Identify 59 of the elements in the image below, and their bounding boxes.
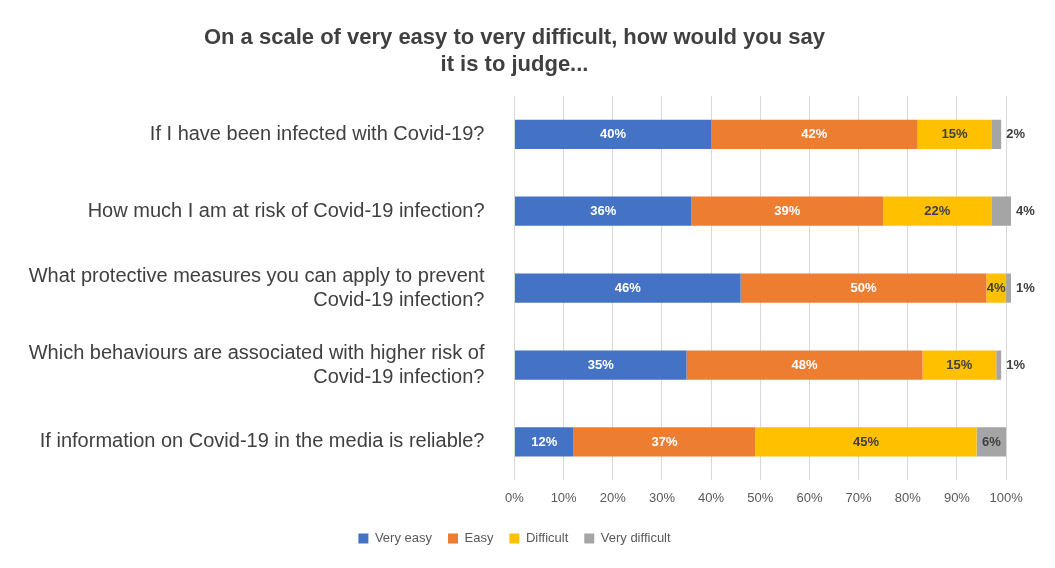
data-label: 1% bbox=[1016, 279, 1036, 295]
bar bbox=[996, 350, 1002, 380]
data-label: 40% bbox=[600, 125, 627, 141]
chart-title: On a scale of very easy to very difficult, how would you say it is to judge... bbox=[203, 24, 826, 76]
y-tick-label: Which behaviours are associated with higher risk of Covid-19 infection? bbox=[28, 340, 485, 387]
bar bbox=[883, 196, 992, 226]
x-tick-label: 100% bbox=[989, 489, 1024, 505]
bar bbox=[515, 196, 692, 226]
data-label: 39% bbox=[774, 202, 801, 218]
data-label: 2% bbox=[1006, 125, 1026, 141]
x-tick-label: 30% bbox=[648, 489, 676, 505]
data-label: 46% bbox=[614, 279, 642, 295]
bar bbox=[991, 119, 1002, 149]
bar bbox=[1006, 273, 1011, 303]
data-label: 22% bbox=[924, 202, 951, 218]
bar bbox=[740, 273, 987, 303]
bar bbox=[515, 427, 574, 457]
bar bbox=[991, 196, 1011, 226]
data-label: 36% bbox=[590, 202, 617, 218]
legend-label: Difficult bbox=[525, 530, 569, 546]
x-tick-label: 60% bbox=[796, 489, 823, 505]
data-label: 12% bbox=[531, 433, 558, 449]
legend-label: Easy bbox=[464, 530, 494, 546]
legend-label: Very difficult bbox=[600, 530, 671, 546]
data-label: 35% bbox=[587, 356, 615, 372]
bar bbox=[686, 350, 923, 380]
data-label: 37% bbox=[651, 433, 678, 449]
bar bbox=[917, 119, 992, 149]
bar bbox=[515, 119, 712, 149]
bar bbox=[515, 273, 741, 303]
x-tick-label: 50% bbox=[747, 489, 774, 505]
data-label: 42% bbox=[801, 125, 828, 141]
data-label: 1% bbox=[1006, 356, 1026, 372]
y-tick-label: If I have been infected with Covid-19? bbox=[149, 121, 485, 144]
legend-label: Very easy bbox=[374, 530, 433, 546]
x-tick-label: 90% bbox=[943, 489, 971, 505]
x-tick-label: 0% bbox=[505, 489, 525, 505]
bar bbox=[573, 427, 756, 457]
x-tick-label: 40% bbox=[698, 489, 725, 505]
bar bbox=[515, 350, 687, 380]
data-label: 15% bbox=[941, 125, 968, 141]
data-label: 45% bbox=[852, 433, 880, 449]
y-tick-label: What protective measures you can apply to prevent Covid-19 infection? bbox=[28, 263, 485, 310]
data-label: 4% bbox=[1016, 202, 1036, 218]
data-label: 15% bbox=[946, 356, 973, 372]
data-label: 48% bbox=[791, 356, 818, 372]
y-tick-label: If information on Covid-19 in the media is reliable? bbox=[39, 429, 485, 452]
bar bbox=[922, 350, 997, 380]
bar bbox=[711, 119, 918, 149]
bar bbox=[755, 427, 977, 457]
x-tick-label: 10% bbox=[550, 489, 578, 505]
y-tick-label: How much I am at risk of Covid-19 infection? bbox=[87, 198, 485, 221]
data-label: 6% bbox=[981, 433, 1002, 449]
x-tick-label: 70% bbox=[845, 489, 873, 505]
bar bbox=[691, 196, 884, 226]
x-tick-label: 80% bbox=[894, 489, 922, 505]
x-tick-label: 20% bbox=[599, 489, 627, 505]
data-label: 50% bbox=[850, 279, 877, 295]
data-label: 4% bbox=[986, 279, 1007, 295]
